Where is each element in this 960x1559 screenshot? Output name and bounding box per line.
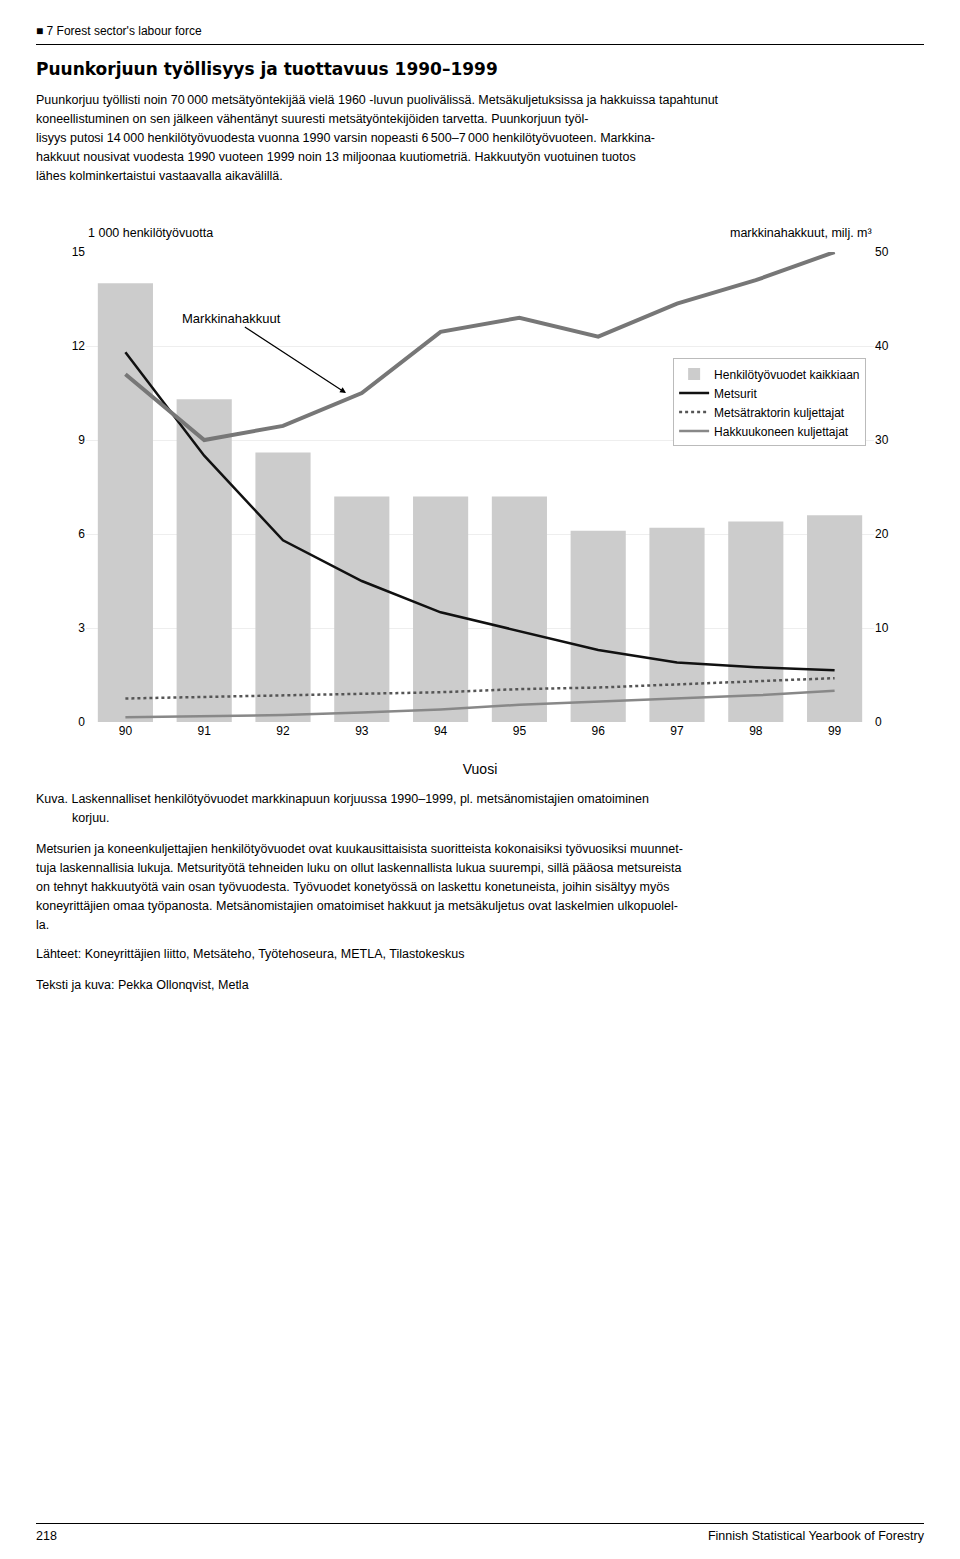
html-text:Finnish Statistical Yearbook o: Finnish Statistical Yearbook of Forestry <box>707 1529 924 1543</box>
svg-text:0: 0 <box>875 715 882 729</box>
svg-text:0: 0 <box>78 715 85 729</box>
html-text:Lähteet: Koneyrittäjien liitto: Lähteet: Koneyrittäjien liitto, Metsäteh… <box>36 947 465 961</box>
html-text:koneyrittäjien omaa työpanosta: koneyrittäjien omaa työpanosta. Metsänom… <box>36 899 678 913</box>
html-text:■ 7 Forest sector's labour for: ■ 7 Forest sector's labour force <box>36 24 202 38</box>
html-text:on tehnyt hakkuutyötä vain osa: on tehnyt hakkuutyötä vain osan työvuode… <box>36 880 670 894</box>
svg-text:6: 6 <box>78 527 85 541</box>
html-text:hakkuut nousivat vuodesta 1990: hakkuut nousivat vuodesta 1990 vuoteen 1… <box>36 150 636 164</box>
html-text:lisyys putosi 14 000 henkilöty: lisyys putosi 14 000 henkilötyövuodesta … <box>36 131 655 145</box>
svg-text:15: 15 <box>72 245 86 259</box>
svg-text:93: 93 <box>355 724 369 738</box>
html-text:koneellistuminen on sen jälkee: koneellistuminen on sen jälkeen vähentän… <box>36 112 589 126</box>
html-text:la.: la. <box>36 918 50 932</box>
svg-text:Henkilötyövuodet kaikkiaan: Henkilötyövuodet kaikkiaan <box>714 368 859 382</box>
svg-text:98: 98 <box>749 724 763 738</box>
svg-text:40: 40 <box>875 339 889 353</box>
svg-text:92: 92 <box>276 724 290 738</box>
html-text:Puunkorjuu työllisti noin 70 0: Puunkorjuu työllisti noin 70 000 metsäty… <box>36 93 719 107</box>
html-text:Kuva. Laskennalliset henkilöty: Kuva. Laskennalliset henkilötyövuodet ma… <box>36 792 649 806</box>
svg-text:20: 20 <box>875 527 889 541</box>
html-text:lähes kolminkertaistui vastaav: lähes kolminkertaistui vastaavalla aikav… <box>36 169 283 183</box>
svg-text:91: 91 <box>198 724 212 738</box>
svg-text:12: 12 <box>72 339 86 353</box>
html-text:korjuu.: korjuu. <box>72 811 110 825</box>
svg-text:10: 10 <box>875 621 889 635</box>
svg-text:9: 9 <box>78 433 85 447</box>
svg-text:90: 90 <box>119 724 133 738</box>
svg-text:96: 96 <box>592 724 606 738</box>
svg-text:Metsätraktorin kuljettajat: Metsätraktorin kuljettajat <box>714 406 845 420</box>
svg-text:Vuosi: Vuosi <box>463 761 498 777</box>
svg-text:markkinahakkuut, milj. m³: markkinahakkuut, milj. m³ <box>730 226 872 240</box>
svg-text:Hakkuukoneen kuljettajat: Hakkuukoneen kuljettajat <box>714 425 849 439</box>
svg-text:Metsurit: Metsurit <box>714 387 757 401</box>
svg-text:95: 95 <box>513 724 527 738</box>
svg-text:3: 3 <box>78 621 85 635</box>
svg-text:Markkinahakkuut: Markkinahakkuut <box>182 311 281 326</box>
svg-text:30: 30 <box>875 433 889 447</box>
svg-text:99: 99 <box>828 724 842 738</box>
svg-text:1 000 henkilötyövuotta: 1 000 henkilötyövuotta <box>88 226 213 240</box>
svg-text:94: 94 <box>434 724 448 738</box>
html-text:Puunkorjuun työllisyys ja tuot: Puunkorjuun työllisyys ja tuottavuus 199… <box>36 59 498 79</box>
html-text:Metsurien ja koneenkuljettajie: Metsurien ja koneenkuljettajien henkilöt… <box>36 842 683 856</box>
html-text:Teksti ja kuva: Pekka Ollonqvi: Teksti ja kuva: Pekka Ollonqvist, Metla <box>36 978 249 992</box>
html-text:218: 218 <box>36 1529 57 1543</box>
svg-text:97: 97 <box>670 724 684 738</box>
html-text:tuja laskennallisia lukuja. Me: tuja laskennallisia lukuja. Metsurityötä… <box>36 861 682 875</box>
svg-text:50: 50 <box>875 245 889 259</box>
